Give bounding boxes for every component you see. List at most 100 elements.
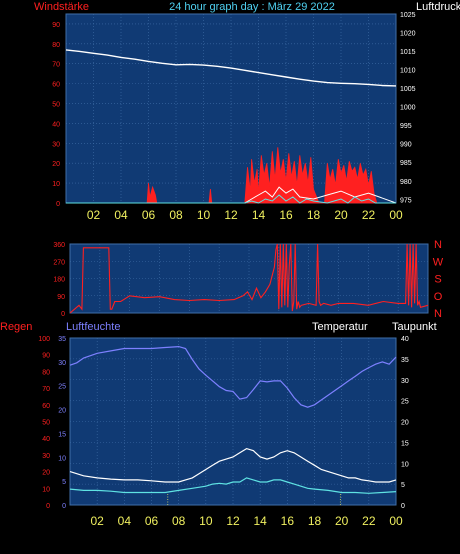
pressure-axis-tick: 985 [400, 160, 412, 167]
x-axis-tick: 02 [90, 514, 104, 528]
pressure-axis-tick: 995 [400, 123, 412, 130]
humidity-axis-tick: 35 [58, 336, 66, 343]
wind-axis-tick: 0 [56, 201, 60, 208]
direction-axis-tick: 0 [61, 311, 65, 318]
chart-title: 24 hour graph day : März 29 2022 [169, 1, 335, 13]
temperature-axis-tick: 0 [401, 503, 405, 510]
humidity-axis-tick: 15 [58, 431, 66, 438]
x-axis-tick: 18 [308, 514, 322, 528]
rain-axis-tick: 50 [42, 420, 50, 427]
rain-axis-tick: 30 [42, 453, 50, 460]
humidity-axis-tick: 5 [62, 479, 66, 486]
temperature-axis-tick: 30 [401, 378, 409, 385]
rain-axis-tick: 100 [38, 336, 50, 343]
pressure-axis-tick: 1005 [400, 86, 416, 93]
humidity-axis-tick: 25 [58, 384, 66, 391]
wind-direction-series [69, 243, 429, 314]
rain-axis-tick: 60 [42, 403, 50, 410]
temperature-axis-tick: 10 [401, 461, 409, 468]
x-axis-tick: 04 [114, 208, 128, 222]
rain-axis-tick: 10 [42, 486, 50, 493]
pressure-axis-tick: 975 [400, 197, 412, 204]
rain-axis-tick: 0 [46, 503, 50, 510]
wind-pressure-panel: 0102030405060708090975980985990995100010… [52, 12, 415, 222]
x-axis-tick: 20 [334, 208, 348, 222]
wind-mean-series [66, 194, 396, 204]
temperature-axis-tick: 25 [401, 399, 409, 406]
rain-label: Regen [0, 321, 32, 333]
x-axis-tick: 08 [169, 208, 183, 222]
pressure-axis-tick: 1020 [400, 31, 416, 38]
humidity-series [69, 345, 397, 408]
pressure-axis-tick: 1010 [400, 68, 416, 75]
wind-axis-tick: 30 [52, 141, 60, 148]
direction-axis-tick: 270 [53, 259, 65, 266]
x-axis-tick: 02 [87, 208, 101, 222]
plot-area-wind-direction [69, 243, 429, 314]
x-axis-tick: 14 [252, 208, 266, 222]
compass-axis-tick: S [434, 274, 441, 286]
pressure-axis-tick: 1025 [400, 12, 416, 19]
wind-axis-tick: 60 [52, 82, 60, 89]
temperature-series [69, 447, 397, 483]
x-axis-tick: 22 [362, 514, 376, 528]
dewpoint-label: Taupunkt [392, 321, 437, 333]
direction-axis-tick: 360 [53, 242, 65, 249]
x-axis-tick: 04 [118, 514, 132, 528]
wind-axis-tick: 90 [52, 22, 60, 29]
x-axis-tick: 06 [142, 208, 156, 222]
humidity-axis-tick: 10 [58, 455, 66, 462]
x-axis-tick: 16 [281, 514, 295, 528]
wind-axis-tick: 70 [52, 62, 60, 69]
rain-axis-tick: 70 [42, 386, 50, 393]
wind-speed-series [66, 186, 397, 204]
humidity-temperature-panel: Regen Luftfeuchte Temperatur Taupunkt 0 10 20 3… [0, 321, 437, 528]
dewpoint-series [69, 477, 397, 494]
humidity-axis-tick: 20 [58, 408, 66, 415]
header: Windstärke 24 hour graph day : März 29 20… [34, 1, 460, 13]
pressure-axis-tick: 1000 [400, 105, 416, 112]
direction-axis-tick: 90 [57, 294, 65, 301]
x-axis-tick: 08 [172, 514, 186, 528]
temperature-axis-tick: 20 [401, 420, 409, 427]
x-axis-tick: 14 [253, 514, 267, 528]
compass-axis-tick: O [434, 291, 443, 303]
x-axis-tick: 18 [307, 208, 321, 222]
wind-axis-tick: 40 [52, 121, 60, 128]
compass-axis-tick: N [434, 308, 442, 320]
plot-area-wind-pressure [65, 13, 397, 204]
pressure-axis-tick: 1015 [400, 49, 416, 56]
temperature-axis-tick: 15 [401, 440, 409, 447]
x-axis-tick: 10 [197, 208, 211, 222]
pressure-label: Luftdruck [416, 1, 460, 13]
humidity-axis-tick: 0 [62, 503, 66, 510]
temperature-label: Temperatur [312, 321, 368, 333]
temperature-axis-tick: 5 [401, 482, 405, 489]
wind-axis-tick: 80 [52, 42, 60, 49]
wind-axis-tick: 10 [52, 181, 60, 188]
rain-axis-tick: 40 [42, 436, 50, 443]
rain-axis-tick: 90 [42, 353, 50, 360]
wind-axis-tick: 20 [52, 161, 60, 168]
x-axis-tick: 06 [145, 514, 159, 528]
rain-axis-tick: 80 [42, 369, 50, 376]
x-axis-tick: 12 [226, 514, 240, 528]
x-axis-tick: 10 [199, 514, 213, 528]
x-axis-tick: 00 [389, 208, 403, 222]
x-axis-tick: 20 [335, 514, 349, 528]
temperature-axis-tick: 40 [401, 336, 409, 343]
wind-axis-tick: 50 [52, 102, 60, 109]
x-axis-tick: 00 [389, 514, 403, 528]
humidity-axis-tick: 30 [58, 360, 66, 367]
compass-axis-tick: N [434, 239, 442, 251]
temperature-axis-tick: 35 [401, 357, 409, 364]
x-axis-tick: 22 [362, 208, 376, 222]
humidity-label: Luftfeuchte [66, 321, 120, 333]
wind-speed-label: Windstärke [34, 1, 89, 13]
pressure-axis-tick: 990 [400, 142, 412, 149]
compass-axis-tick: W [433, 256, 444, 268]
direction-axis-tick: 180 [53, 277, 65, 284]
x-axis-tick: 12 [224, 208, 238, 222]
pressure-axis-tick: 980 [400, 179, 412, 186]
